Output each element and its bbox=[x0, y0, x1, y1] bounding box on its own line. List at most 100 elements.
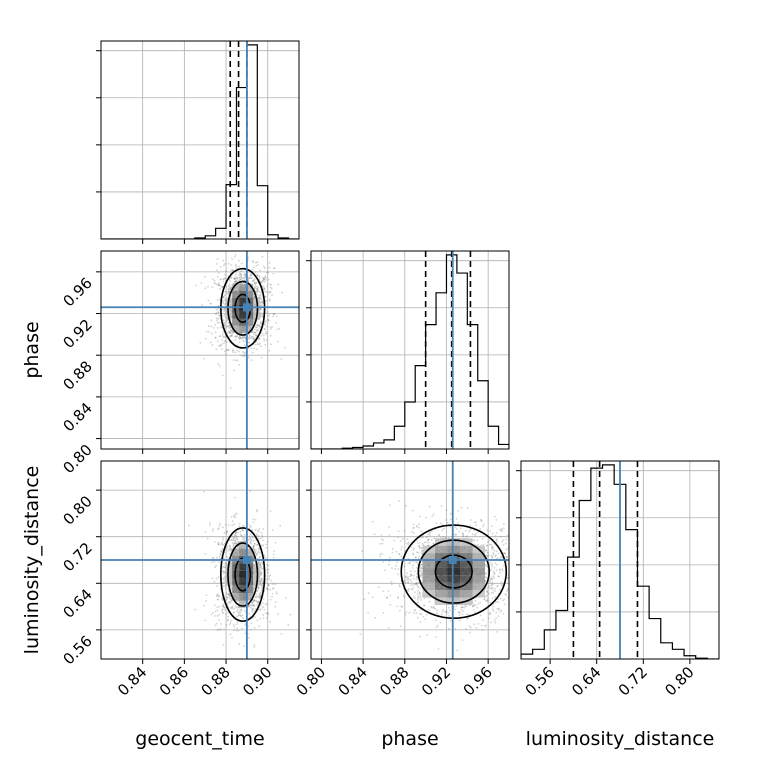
sample-point bbox=[206, 330, 208, 333]
sample-point bbox=[418, 526, 420, 529]
sample-point bbox=[232, 277, 235, 280]
sample-point bbox=[409, 561, 411, 563]
sample-point bbox=[255, 334, 258, 337]
sample-point bbox=[494, 535, 497, 537]
sample-point bbox=[230, 287, 232, 289]
sample-point bbox=[261, 285, 264, 288]
sample-point bbox=[253, 282, 256, 284]
sample-point bbox=[268, 299, 271, 302]
sample-point bbox=[455, 533, 457, 536]
sample-point bbox=[412, 553, 415, 556]
sample-point bbox=[435, 626, 438, 629]
sample-point bbox=[217, 363, 220, 366]
sample-point bbox=[400, 555, 403, 558]
sample-point bbox=[216, 298, 219, 301]
sample-point bbox=[268, 349, 271, 352]
sample-point bbox=[215, 312, 218, 314]
sample-point bbox=[217, 304, 220, 307]
sample-point bbox=[252, 547, 255, 549]
sample-point bbox=[257, 548, 260, 551]
sample-point bbox=[472, 539, 474, 541]
sample-point bbox=[221, 597, 223, 600]
sample-point bbox=[256, 274, 259, 277]
sample-point bbox=[272, 587, 275, 590]
sample-point bbox=[269, 589, 271, 591]
sample-point bbox=[275, 315, 278, 318]
sample-point bbox=[465, 535, 468, 538]
sample-point bbox=[499, 557, 502, 560]
sample-point bbox=[229, 553, 231, 555]
sample-point bbox=[215, 313, 217, 316]
sample-point bbox=[488, 585, 490, 587]
sample-point bbox=[236, 267, 238, 270]
sample-point bbox=[221, 541, 224, 544]
sample-point bbox=[260, 571, 263, 574]
sample-point bbox=[229, 331, 231, 334]
sample-point bbox=[237, 541, 240, 544]
sample-point bbox=[263, 265, 265, 268]
sample-point bbox=[401, 606, 403, 608]
sample-point bbox=[219, 326, 222, 329]
sample-point bbox=[268, 314, 271, 316]
sample-point bbox=[222, 581, 224, 584]
sample-point bbox=[411, 567, 414, 569]
sample-point bbox=[491, 584, 493, 587]
panel-geocent_time-luminosity_distance: 0.84 0.86 0.88 0.900.560.640.720.80 bbox=[59, 460, 300, 699]
sample-point bbox=[253, 347, 255, 350]
sample-point bbox=[263, 554, 266, 557]
sample-point bbox=[225, 270, 228, 273]
sample-point bbox=[486, 566, 489, 568]
sample-point bbox=[269, 574, 272, 577]
sample-point bbox=[252, 266, 255, 269]
sample-point bbox=[214, 610, 217, 613]
sample-point bbox=[258, 625, 261, 628]
sample-point bbox=[227, 592, 230, 595]
sample-point bbox=[248, 337, 250, 340]
sample-point bbox=[258, 337, 260, 340]
sample-point bbox=[257, 318, 260, 321]
sample-point bbox=[249, 490, 251, 492]
sample-point bbox=[211, 286, 214, 288]
sample-point bbox=[382, 561, 385, 563]
sample-point bbox=[261, 332, 264, 335]
sample-point bbox=[474, 604, 477, 607]
sample-point bbox=[261, 285, 264, 287]
sample-point bbox=[398, 584, 400, 586]
sample-point bbox=[219, 335, 222, 337]
sample-point bbox=[499, 569, 501, 572]
sample-point bbox=[267, 315, 270, 317]
sample-point bbox=[407, 543, 410, 546]
sample-point bbox=[388, 534, 391, 536]
sample-point bbox=[230, 264, 233, 266]
sample-point bbox=[257, 537, 260, 540]
sample-point bbox=[416, 593, 419, 595]
sample-point bbox=[263, 277, 266, 280]
sample-point bbox=[255, 281, 258, 284]
sample-point bbox=[222, 319, 225, 322]
sample-point bbox=[235, 623, 238, 626]
sample-point bbox=[257, 601, 260, 604]
sample-point bbox=[229, 607, 232, 609]
sample-point bbox=[490, 621, 492, 624]
sample-point bbox=[406, 589, 409, 591]
sample-point bbox=[260, 585, 263, 588]
sample-point bbox=[261, 602, 264, 604]
sample-point bbox=[419, 515, 422, 518]
sample-point bbox=[232, 611, 235, 614]
sample-point bbox=[398, 553, 400, 555]
sample-point bbox=[413, 609, 416, 612]
sample-point bbox=[511, 553, 513, 555]
sample-point bbox=[397, 536, 400, 539]
sample-point bbox=[276, 592, 278, 595]
sample-point bbox=[505, 594, 507, 596]
sample-point bbox=[267, 318, 269, 321]
sample-point bbox=[234, 532, 237, 535]
sample-point bbox=[500, 609, 503, 612]
density-cell bbox=[246, 585, 254, 594]
sample-point bbox=[280, 358, 283, 360]
sample-point bbox=[482, 537, 484, 540]
sample-point bbox=[263, 608, 266, 611]
sample-point bbox=[499, 535, 502, 538]
sample-point bbox=[262, 334, 265, 337]
sample-point bbox=[240, 336, 242, 339]
